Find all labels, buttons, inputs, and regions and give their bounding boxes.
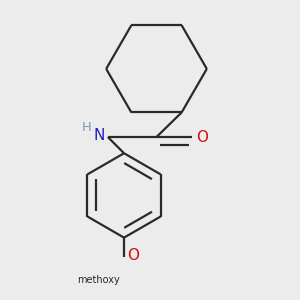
Text: O: O: [127, 248, 139, 263]
Text: O: O: [196, 130, 208, 145]
Text: methoxy: methoxy: [77, 275, 119, 285]
Text: H: H: [82, 121, 92, 134]
Text: N: N: [93, 128, 105, 143]
